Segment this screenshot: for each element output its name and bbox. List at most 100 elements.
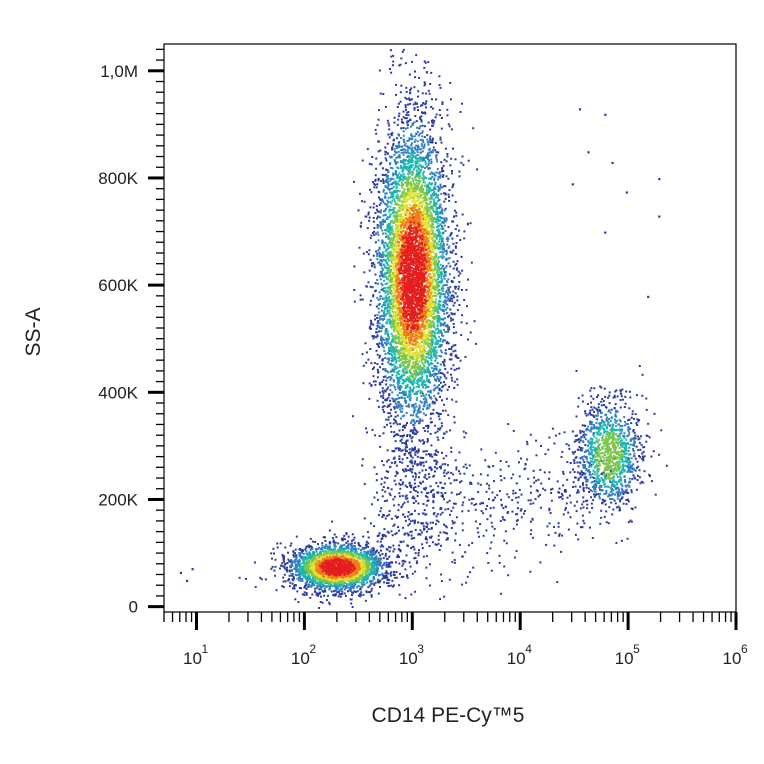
event-dot xyxy=(338,584,340,587)
event-dot xyxy=(454,532,457,535)
event-dot xyxy=(354,547,357,550)
event-dot xyxy=(388,188,391,191)
event-dot xyxy=(614,493,616,496)
event-dot xyxy=(585,468,588,470)
event-dot xyxy=(579,457,582,460)
event-dot xyxy=(378,342,381,345)
event-dot xyxy=(393,121,396,124)
event-dot xyxy=(426,496,429,499)
event-dot xyxy=(433,186,436,189)
event-dot xyxy=(577,448,580,451)
event-dot xyxy=(433,179,436,182)
event-dot xyxy=(369,188,372,191)
event-dot xyxy=(426,377,429,380)
event-dot xyxy=(402,183,404,186)
event-dot xyxy=(384,250,387,253)
event-dot xyxy=(512,429,515,432)
event-dot xyxy=(624,481,627,484)
event-dot xyxy=(423,170,425,173)
event-dot xyxy=(294,564,297,566)
event-dot xyxy=(586,503,589,506)
event-dot xyxy=(583,522,586,525)
event-dot xyxy=(441,208,444,211)
event-dot xyxy=(409,91,412,94)
event-dot xyxy=(354,581,357,584)
event-dot xyxy=(382,304,385,306)
event-dot xyxy=(439,308,442,311)
event-dot xyxy=(389,200,392,203)
event-dot xyxy=(488,487,491,490)
event-dot xyxy=(439,271,442,274)
event-dot xyxy=(500,479,503,482)
event-dot xyxy=(302,557,305,560)
event-dot xyxy=(378,191,381,194)
event-dot xyxy=(298,579,300,582)
event-dot xyxy=(439,598,442,601)
event-dot xyxy=(409,469,412,472)
event-dot xyxy=(401,481,404,484)
event-dot xyxy=(414,557,417,559)
event-dot xyxy=(379,315,382,318)
event-dot xyxy=(607,396,610,399)
event-dot xyxy=(610,501,613,504)
event-dot xyxy=(386,216,389,218)
event-dot xyxy=(400,127,403,130)
event-dot xyxy=(406,145,409,148)
event-dot xyxy=(384,197,387,199)
event-dot xyxy=(376,252,379,255)
event-dot xyxy=(401,148,404,151)
event-dot xyxy=(372,294,375,297)
event-dot xyxy=(629,453,632,456)
event-dot xyxy=(299,566,302,569)
event-dot xyxy=(405,86,408,89)
event-dot xyxy=(361,583,364,586)
event-dot xyxy=(438,389,441,392)
event-dot xyxy=(425,450,428,452)
event-dot xyxy=(399,178,401,180)
event-dot xyxy=(441,290,444,293)
event-dot xyxy=(616,495,619,498)
event-dot xyxy=(548,509,551,512)
event-dot xyxy=(350,545,353,547)
event-dot xyxy=(430,353,433,356)
event-dot xyxy=(537,478,540,481)
event-dot xyxy=(384,575,387,578)
event-dot xyxy=(631,413,634,416)
event-dot xyxy=(641,455,644,458)
event-dot xyxy=(418,421,421,424)
event-dot xyxy=(615,506,618,509)
event-dot xyxy=(385,180,388,183)
event-dot xyxy=(397,503,400,506)
event-dot xyxy=(374,557,377,560)
event-dot xyxy=(321,589,324,592)
event-dot xyxy=(439,183,442,186)
event-dot xyxy=(588,411,591,414)
event-dot xyxy=(432,122,435,125)
event-dot xyxy=(421,132,424,134)
event-dot xyxy=(439,175,442,178)
event-dot xyxy=(489,547,492,550)
event-dot xyxy=(362,593,365,596)
event-dot xyxy=(634,477,637,480)
event-dot xyxy=(438,109,441,111)
event-dot xyxy=(318,592,321,595)
event-dot xyxy=(414,156,417,159)
event-dot xyxy=(414,166,417,169)
event-dot xyxy=(341,590,344,593)
event-dot xyxy=(406,111,409,114)
event-dot xyxy=(438,188,441,191)
event-dot xyxy=(625,503,628,506)
event-dot xyxy=(384,259,387,262)
event-dot xyxy=(461,314,464,317)
event-dot xyxy=(599,423,602,426)
event-dot xyxy=(387,196,390,199)
event-dot xyxy=(388,510,391,512)
event-dot xyxy=(329,585,331,588)
event-dot xyxy=(382,339,385,341)
event-dot xyxy=(471,497,473,500)
event-dot xyxy=(618,419,621,422)
event-dot xyxy=(386,248,389,251)
event-dot xyxy=(397,383,400,386)
event-dot xyxy=(573,459,576,462)
event-dot xyxy=(413,409,416,412)
